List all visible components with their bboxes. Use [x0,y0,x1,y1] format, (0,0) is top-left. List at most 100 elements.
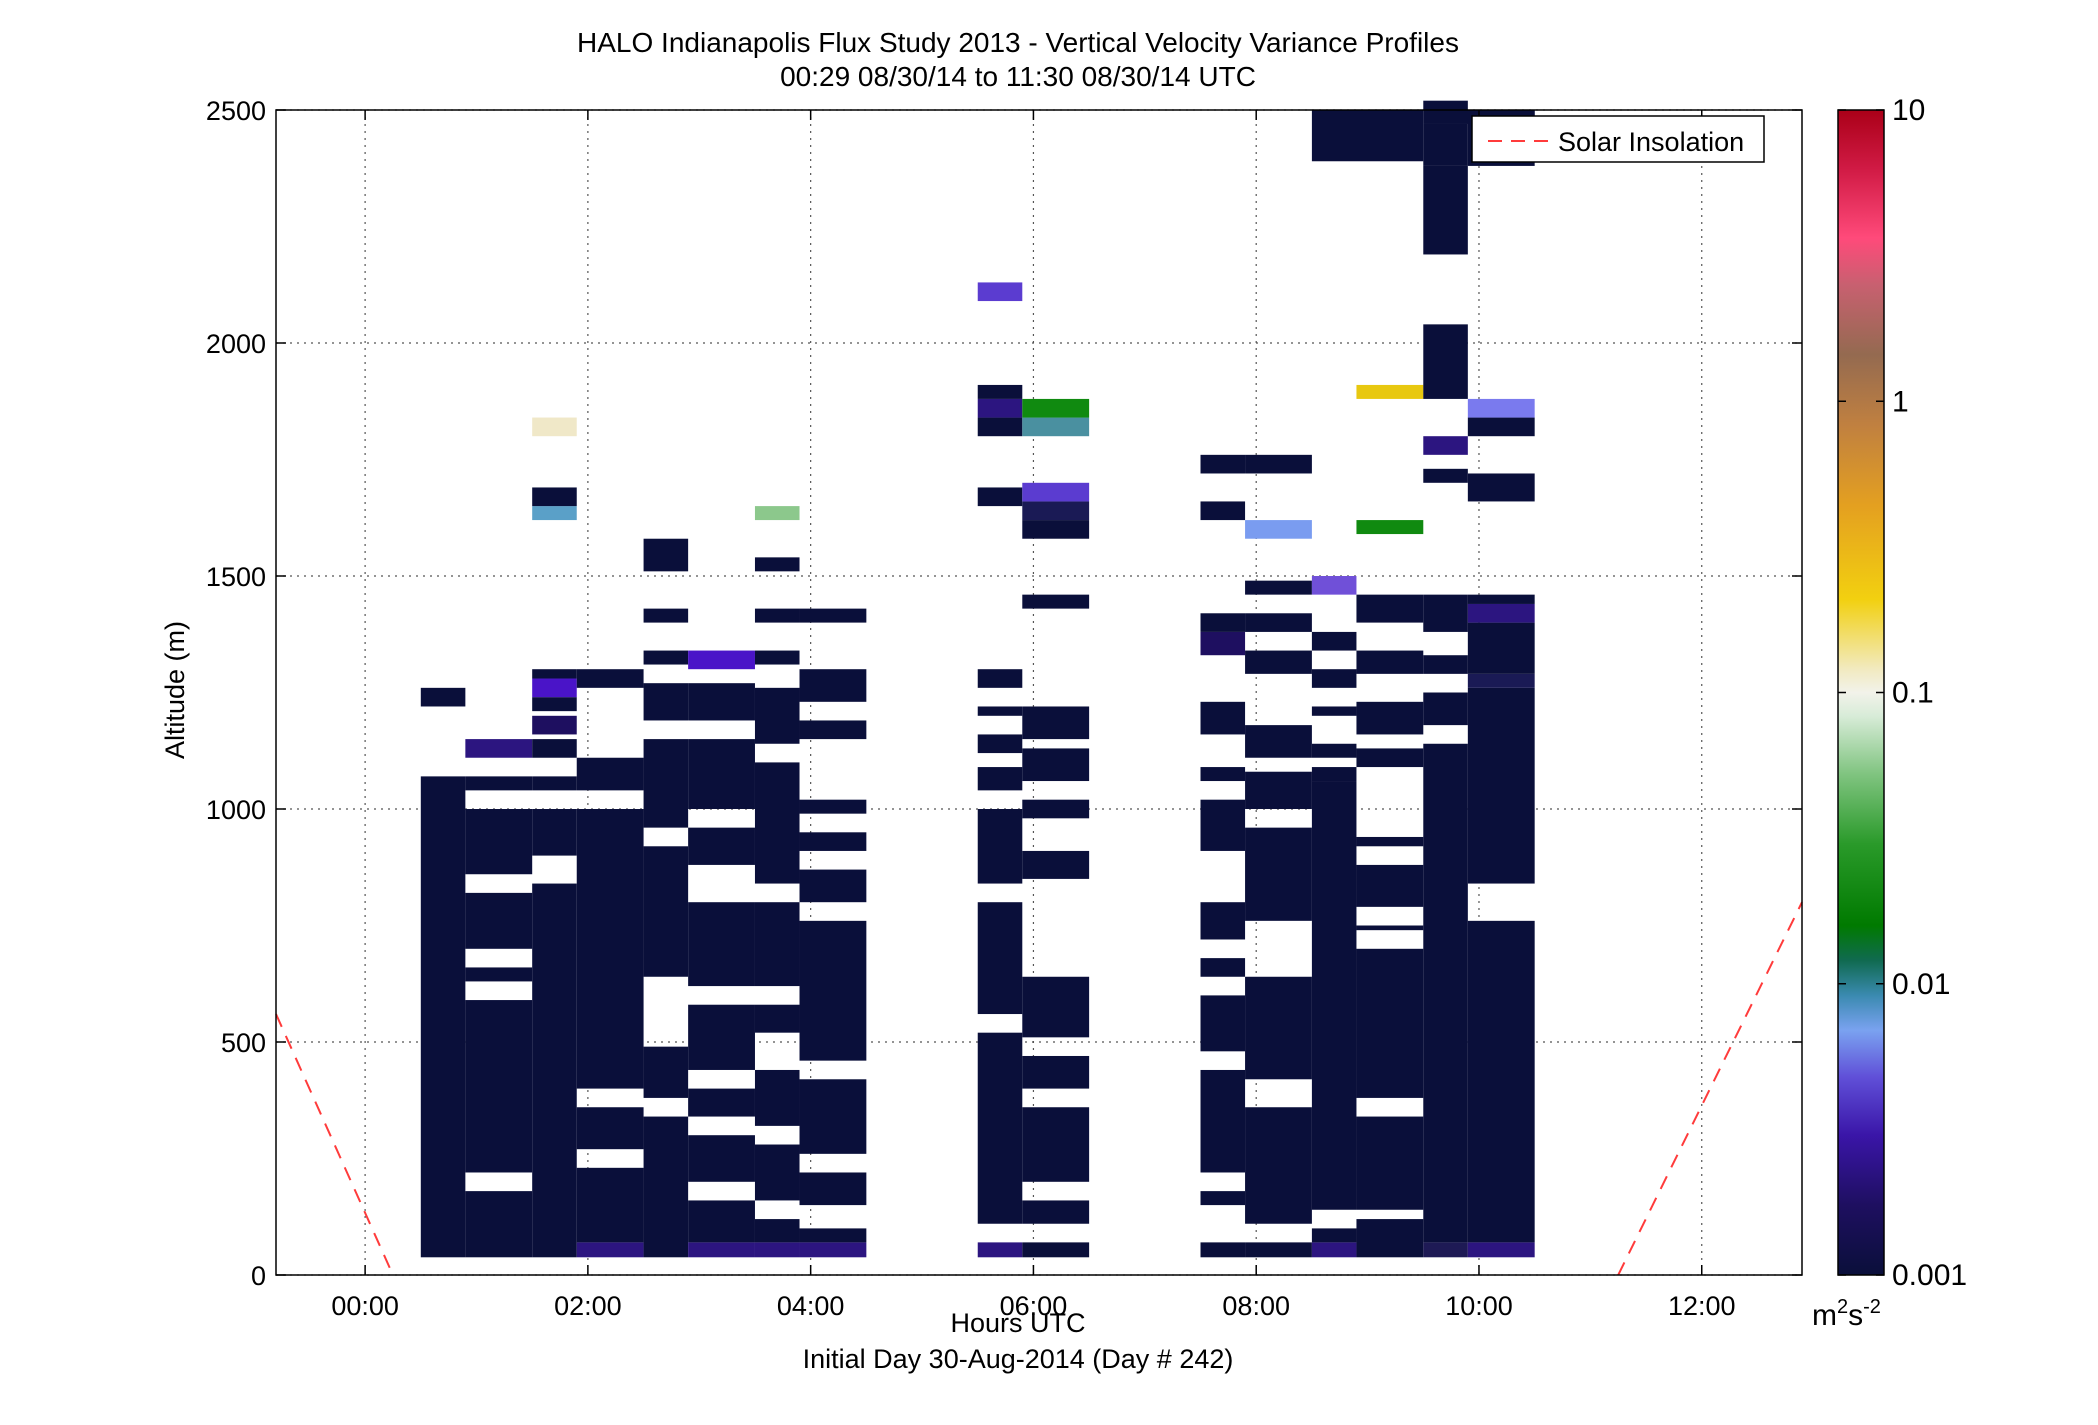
heatmap-cell [1022,417,1090,437]
heatmap-cell [1311,767,1357,782]
heatmap-cell [1022,706,1090,740]
heatmap-cell [1356,1116,1424,1210]
heatmap-cell [1022,501,1090,521]
heatmap-cell [977,417,1023,437]
heatmap-cell [688,1004,755,1070]
heatmap-cell [799,1242,867,1258]
heatmap-cell [688,902,755,987]
y-tick-label: 500 [221,1028,266,1058]
heatmap-cell [465,809,533,875]
heatmap-cell [1200,995,1246,1052]
heatmap-cell [1022,398,1090,418]
heatmap-cell [643,1116,689,1258]
heatmap-cell [1022,482,1090,502]
heatmap-cell [754,1242,800,1258]
heatmap-cell [1423,165,1468,255]
heatmap-cell [532,506,577,521]
heatmap-cell [754,557,800,572]
heatmap-cell [1022,1200,1090,1224]
heatmap-cell [532,715,577,735]
heatmap-cell [977,487,1023,507]
heatmap-cell [977,398,1023,418]
colorbar-ticks: 0.001 0.01 0.1 1 10 [1838,94,1967,1292]
heatmap-cell [1467,1242,1535,1258]
heatmap-cell [1245,580,1312,595]
heatmap-cell [643,739,689,828]
heatmap-cell [465,739,533,758]
heatmap-cell [1356,384,1424,399]
heatmap-cell [1311,743,1357,758]
plot-area: 00:00 02:00 04:00 06:00 08:00 10:00 12:00 0 500 1… [206,96,1803,1321]
colorbar: 0.001 0.01 0.1 1 10 m2s-2 [1812,94,1967,1332]
heatmap-cell [1467,622,1535,674]
heatmap-cell [532,739,577,758]
heatmap-cell [754,608,800,623]
heatmap-cell [1467,603,1535,623]
y-tick-label: 2500 [206,96,266,126]
heatmap-cell [1200,501,1246,521]
heatmap-cell [1022,1107,1090,1182]
heatmap-cell [1245,827,1312,921]
x-tick-label: 10:00 [1445,1291,1513,1321]
heatmap-cell [643,608,689,623]
heatmap-cell [1356,650,1424,674]
heatmap-cell [688,739,755,809]
heatmap-cell [1245,725,1312,758]
heatmap-cell [1200,613,1246,632]
heatmap-cell [688,1088,755,1117]
legend: Solar Insolation [1471,115,1765,163]
heatmap-cell [1245,613,1312,632]
heatmap-cell [688,683,755,721]
colorbar-tick-label: 1 [1892,385,1909,418]
heatmap-cell [754,687,800,744]
heatmap-cell [576,809,644,1089]
y-tick-label: 2000 [206,329,266,359]
heatmap-cell [532,669,577,679]
heatmap-cell [688,650,755,670]
heatmap-cell [1467,398,1535,418]
heatmap-cell [1311,781,1357,1210]
heatmap-cell [1022,850,1090,879]
heatmap-cell [688,827,755,865]
colorbar-unit-s: s [1848,1299,1863,1332]
heatmap-cell [1467,594,1535,604]
heatmap-cell [643,538,689,572]
heatmap-cell [799,720,867,740]
heatmap-cell [799,869,867,903]
heatmap-cell [1200,454,1246,474]
heatmap-cell [1200,902,1246,940]
heatmap-cell [1423,123,1468,166]
heatmap-cell [1022,594,1090,609]
heatmap-cell [643,846,689,977]
heatmap-cell [1423,1242,1468,1258]
colorbar-unit-s-exp: -2 [1863,1296,1881,1318]
heatmap-cell [1356,925,1424,931]
heatmap-cell [799,1079,867,1154]
y-tick-label: 0 [251,1261,266,1291]
heatmap-cell [1423,468,1468,483]
heatmap-cell [532,697,577,712]
heatmap-cell [1200,1069,1246,1173]
chart-title: HALO Indianapolis Flux Study 2013 - Vert… [577,27,1459,58]
colorbar-tick-label: 0.01 [1892,968,1950,1001]
x-tick-label: 08:00 [1222,1291,1290,1321]
solar-insolation-line [1617,901,1803,1276]
heatmap-cell [1245,1242,1312,1258]
heatmap-cell [1423,655,1468,674]
heatmap-cell [1311,110,1424,162]
colorbar-unit: m2s-2 [1812,1296,1881,1332]
heatmap-cell [1200,631,1246,656]
heatmap-cell [754,1219,800,1243]
heatmap-cell [576,1242,644,1258]
heatmap-cell [1245,1107,1312,1224]
heatmap-cell [1356,748,1424,768]
heatmap-cell [465,1191,533,1258]
heatmap-cell [1311,706,1357,716]
heatmap-cell [799,1172,867,1206]
heatmap-cell [1423,692,1468,726]
heatmap-cell [1200,767,1246,782]
heatmap-cell [1311,669,1357,688]
heatmap-cell [799,608,867,623]
heatmap-cell [1245,650,1312,674]
heatmap-cell [754,902,800,987]
